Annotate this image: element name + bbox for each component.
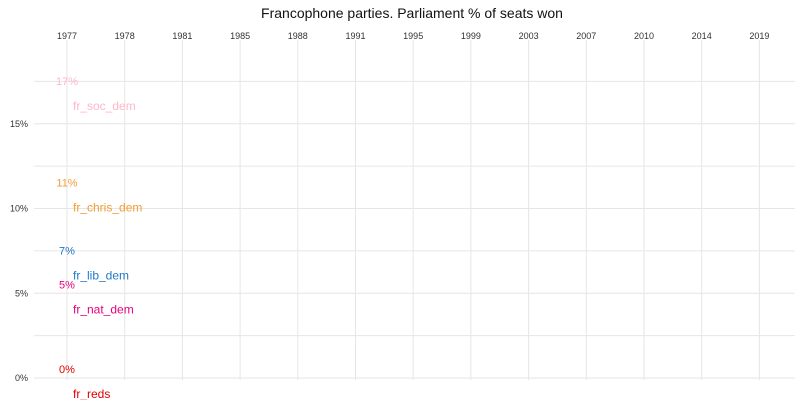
data-label: 0% bbox=[59, 364, 75, 376]
y-tick-label: 10% bbox=[10, 204, 28, 214]
y-axis-ticks: 0% 5% 10% 15% bbox=[10, 119, 28, 383]
x-tick-label: 2019 bbox=[749, 31, 769, 41]
series-label: fr_chris_dem bbox=[73, 201, 142, 215]
y-tick-label: 5% bbox=[15, 288, 28, 298]
x-tick-label: 1988 bbox=[288, 31, 308, 41]
x-tick-label: 1978 bbox=[115, 31, 135, 41]
x-tick-label: 2003 bbox=[519, 31, 539, 41]
x-tick-label: 1991 bbox=[345, 31, 365, 41]
x-tick-label: 1985 bbox=[230, 31, 250, 41]
y-tick-label: 15% bbox=[10, 119, 28, 129]
x-axis-ticks: 1977 1978 1981 1985 1988 1991 1995 1999 2003 2007… bbox=[57, 31, 769, 41]
x-tick-label: 2014 bbox=[692, 31, 712, 41]
series-label: fr_nat_dem bbox=[73, 302, 134, 316]
data-label: 7% bbox=[59, 245, 75, 257]
series-labels: 17% fr_soc_dem 11% fr_chris_dem 7% fr_lib_dem… bbox=[56, 76, 142, 400]
series-label: fr_soc_dem bbox=[73, 99, 136, 113]
x-tick-label: 2010 bbox=[634, 31, 654, 41]
data-label: 11% bbox=[56, 178, 77, 190]
series-label: fr_reds bbox=[73, 387, 110, 400]
data-label: 17% bbox=[56, 76, 78, 88]
y-tick-label: 0% bbox=[15, 373, 28, 383]
x-tick-label: 1999 bbox=[461, 31, 481, 41]
series-label: fr_lib_dem bbox=[73, 268, 129, 282]
data-label: 5% bbox=[59, 279, 75, 291]
x-tick-label: 1981 bbox=[172, 31, 192, 41]
grid bbox=[34, 40, 795, 380]
x-tick-label: 2007 bbox=[576, 31, 596, 41]
x-tick-label: 1995 bbox=[403, 31, 423, 41]
x-tick-label: 1977 bbox=[57, 31, 77, 41]
chart-title: Francophone parties. Parliament % of sea… bbox=[261, 5, 563, 21]
